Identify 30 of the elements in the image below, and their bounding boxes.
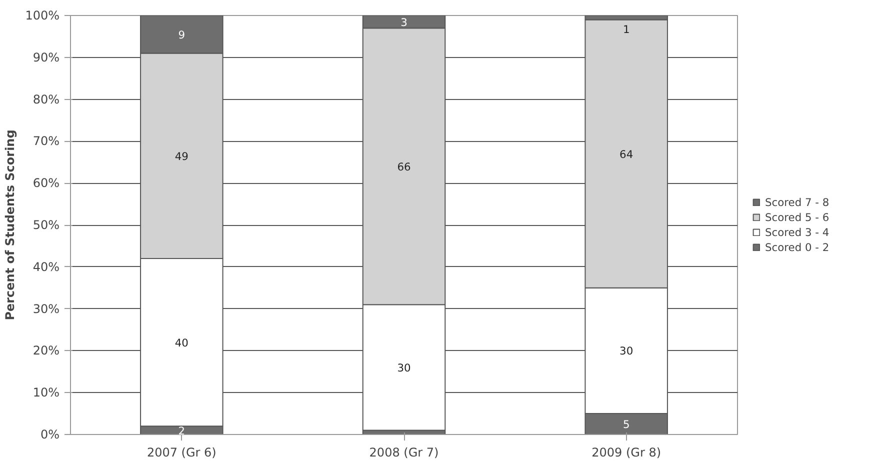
data-label: 64 xyxy=(620,148,634,161)
y-axis-title: Percent of Students Scoring xyxy=(3,130,18,320)
data-label: 3 xyxy=(400,16,408,29)
y-tick-label: 90% xyxy=(32,50,60,64)
data-label: 30 xyxy=(397,361,411,374)
data-label: 2 xyxy=(178,424,186,438)
data-label: 40 xyxy=(174,336,189,350)
data-label: 1 xyxy=(622,22,630,36)
y-tick-label: 50% xyxy=(32,218,60,232)
x-tick-label: 2008 (Gr 7) xyxy=(369,446,439,460)
y-tick-label: 80% xyxy=(32,92,60,106)
legend-label: Scored 0 - 2 xyxy=(765,240,830,254)
y-tick-label: 60% xyxy=(32,176,60,190)
y-tick-label: 30% xyxy=(32,302,60,316)
legend-label: Scored 5 - 6 xyxy=(765,210,830,224)
y-tick-label: 20% xyxy=(32,344,60,358)
x-tick-label: 2007 (Gr 6) xyxy=(146,446,216,460)
x-tick-label: 2009 (Gr 8) xyxy=(592,446,662,460)
legend-label: Scored 3 - 4 xyxy=(765,226,830,238)
data-label: 49 xyxy=(174,150,189,163)
data-label: 66 xyxy=(397,160,411,174)
y-tick-label: 100% xyxy=(25,8,60,22)
legend-label: Scored 7 - 8 xyxy=(765,196,830,208)
y-tick-label: 70% xyxy=(32,134,60,148)
y-tick-label: 40% xyxy=(32,260,60,274)
data-label: 5 xyxy=(622,418,630,432)
data-label: 30 xyxy=(620,344,634,358)
y-tick-label: 0% xyxy=(40,428,60,442)
data-label: 9 xyxy=(178,28,186,42)
y-tick-label: 10% xyxy=(32,386,60,400)
